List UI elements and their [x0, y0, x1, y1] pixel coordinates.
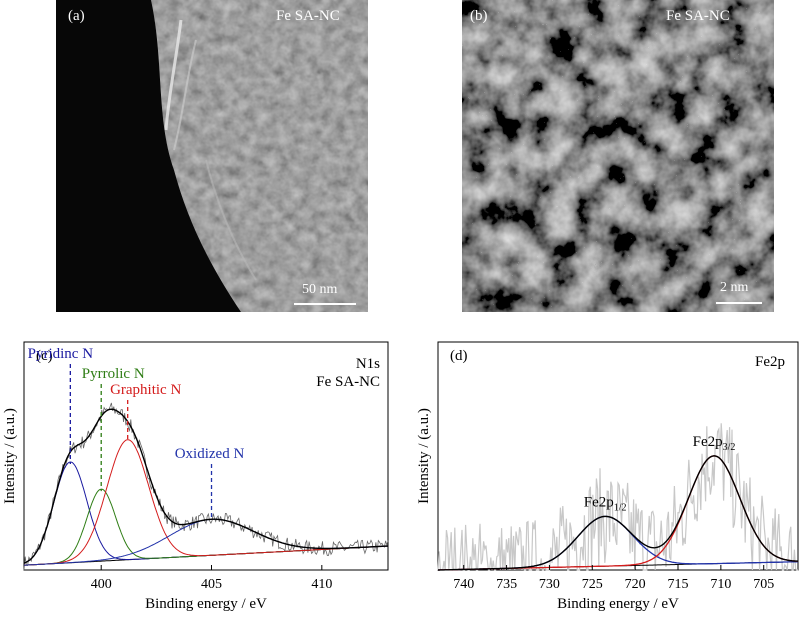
panel-label: (c): [36, 348, 53, 364]
panel-title-a: Fe SA-NC: [276, 8, 340, 24]
component-peak-2: [23, 439, 389, 566]
fit-envelope: [23, 408, 389, 564]
x-axis-label: Binding energy / eV: [145, 596, 267, 612]
haadf-image-b: (b) Fe SA-NC 2 nm: [462, 0, 774, 312]
panel-label-a: (a): [68, 8, 85, 24]
tem-image-a: (a) Fe SA-NC 50 nm: [56, 0, 368, 312]
x-tick-label: 400: [91, 577, 112, 592]
component-peak-1: [23, 488, 389, 566]
plot-frame: [437, 341, 799, 571]
x-tick-label: 715: [668, 577, 689, 592]
scale-label-b: 2 nm: [720, 280, 749, 295]
x-tick-label: 725: [582, 577, 603, 592]
x-tick-label: 410: [311, 577, 332, 592]
scale-bar-b: [716, 302, 762, 304]
x-tick-label: 735: [496, 577, 517, 592]
scale-bar-a: [294, 303, 356, 305]
panel-title-b: Fe SA-NC: [666, 8, 730, 24]
peak-label: Fe2p3/2: [693, 434, 736, 453]
series-label: Graphitic N: [110, 382, 181, 398]
raw-spectrum: [437, 423, 798, 571]
series-label: Oxidized N: [175, 446, 245, 462]
panel-label: (d): [450, 348, 468, 364]
x-tick-label: 705: [753, 577, 774, 592]
chart-title: N1s: [356, 356, 380, 372]
peak-label: Fe2p1/2: [584, 494, 627, 513]
y-axis-label: Intensity / (a.u.): [416, 408, 432, 504]
n1s-xps-chart: 400 405 410 Binding energy / eV Intensity / …: [2, 341, 389, 612]
x-tick-label: 405: [201, 577, 222, 592]
raw-spectrum: [23, 402, 389, 571]
series-label: Pyrrolic N: [82, 366, 145, 382]
x-tick-label: 710: [710, 577, 731, 592]
fe2p-xps-chart: 740 735 730 725 720 715 710 705 Binding energy /…: [416, 341, 799, 612]
x-axis-label: Binding energy / eV: [557, 596, 679, 612]
plot-frame: [23, 341, 389, 571]
x-tick-label: 720: [625, 577, 646, 592]
panel-label-b: (b): [470, 8, 488, 24]
x-tick-label: 740: [453, 577, 474, 592]
chart-title: Fe2p: [755, 354, 785, 370]
tem-texture-a: [56, 0, 368, 312]
chart-subtitle: Fe SA-NC: [316, 374, 380, 390]
series-label: Pyridinc N: [28, 346, 94, 362]
haadf-texture-b: [462, 0, 774, 312]
component-peak-0: [438, 515, 798, 571]
x-tick-label: 730: [539, 577, 560, 592]
scale-label-a: 50 nm: [302, 282, 338, 297]
y-axis-label: Intensity / (a.u.): [2, 408, 18, 504]
fit-envelope: [438, 455, 799, 571]
